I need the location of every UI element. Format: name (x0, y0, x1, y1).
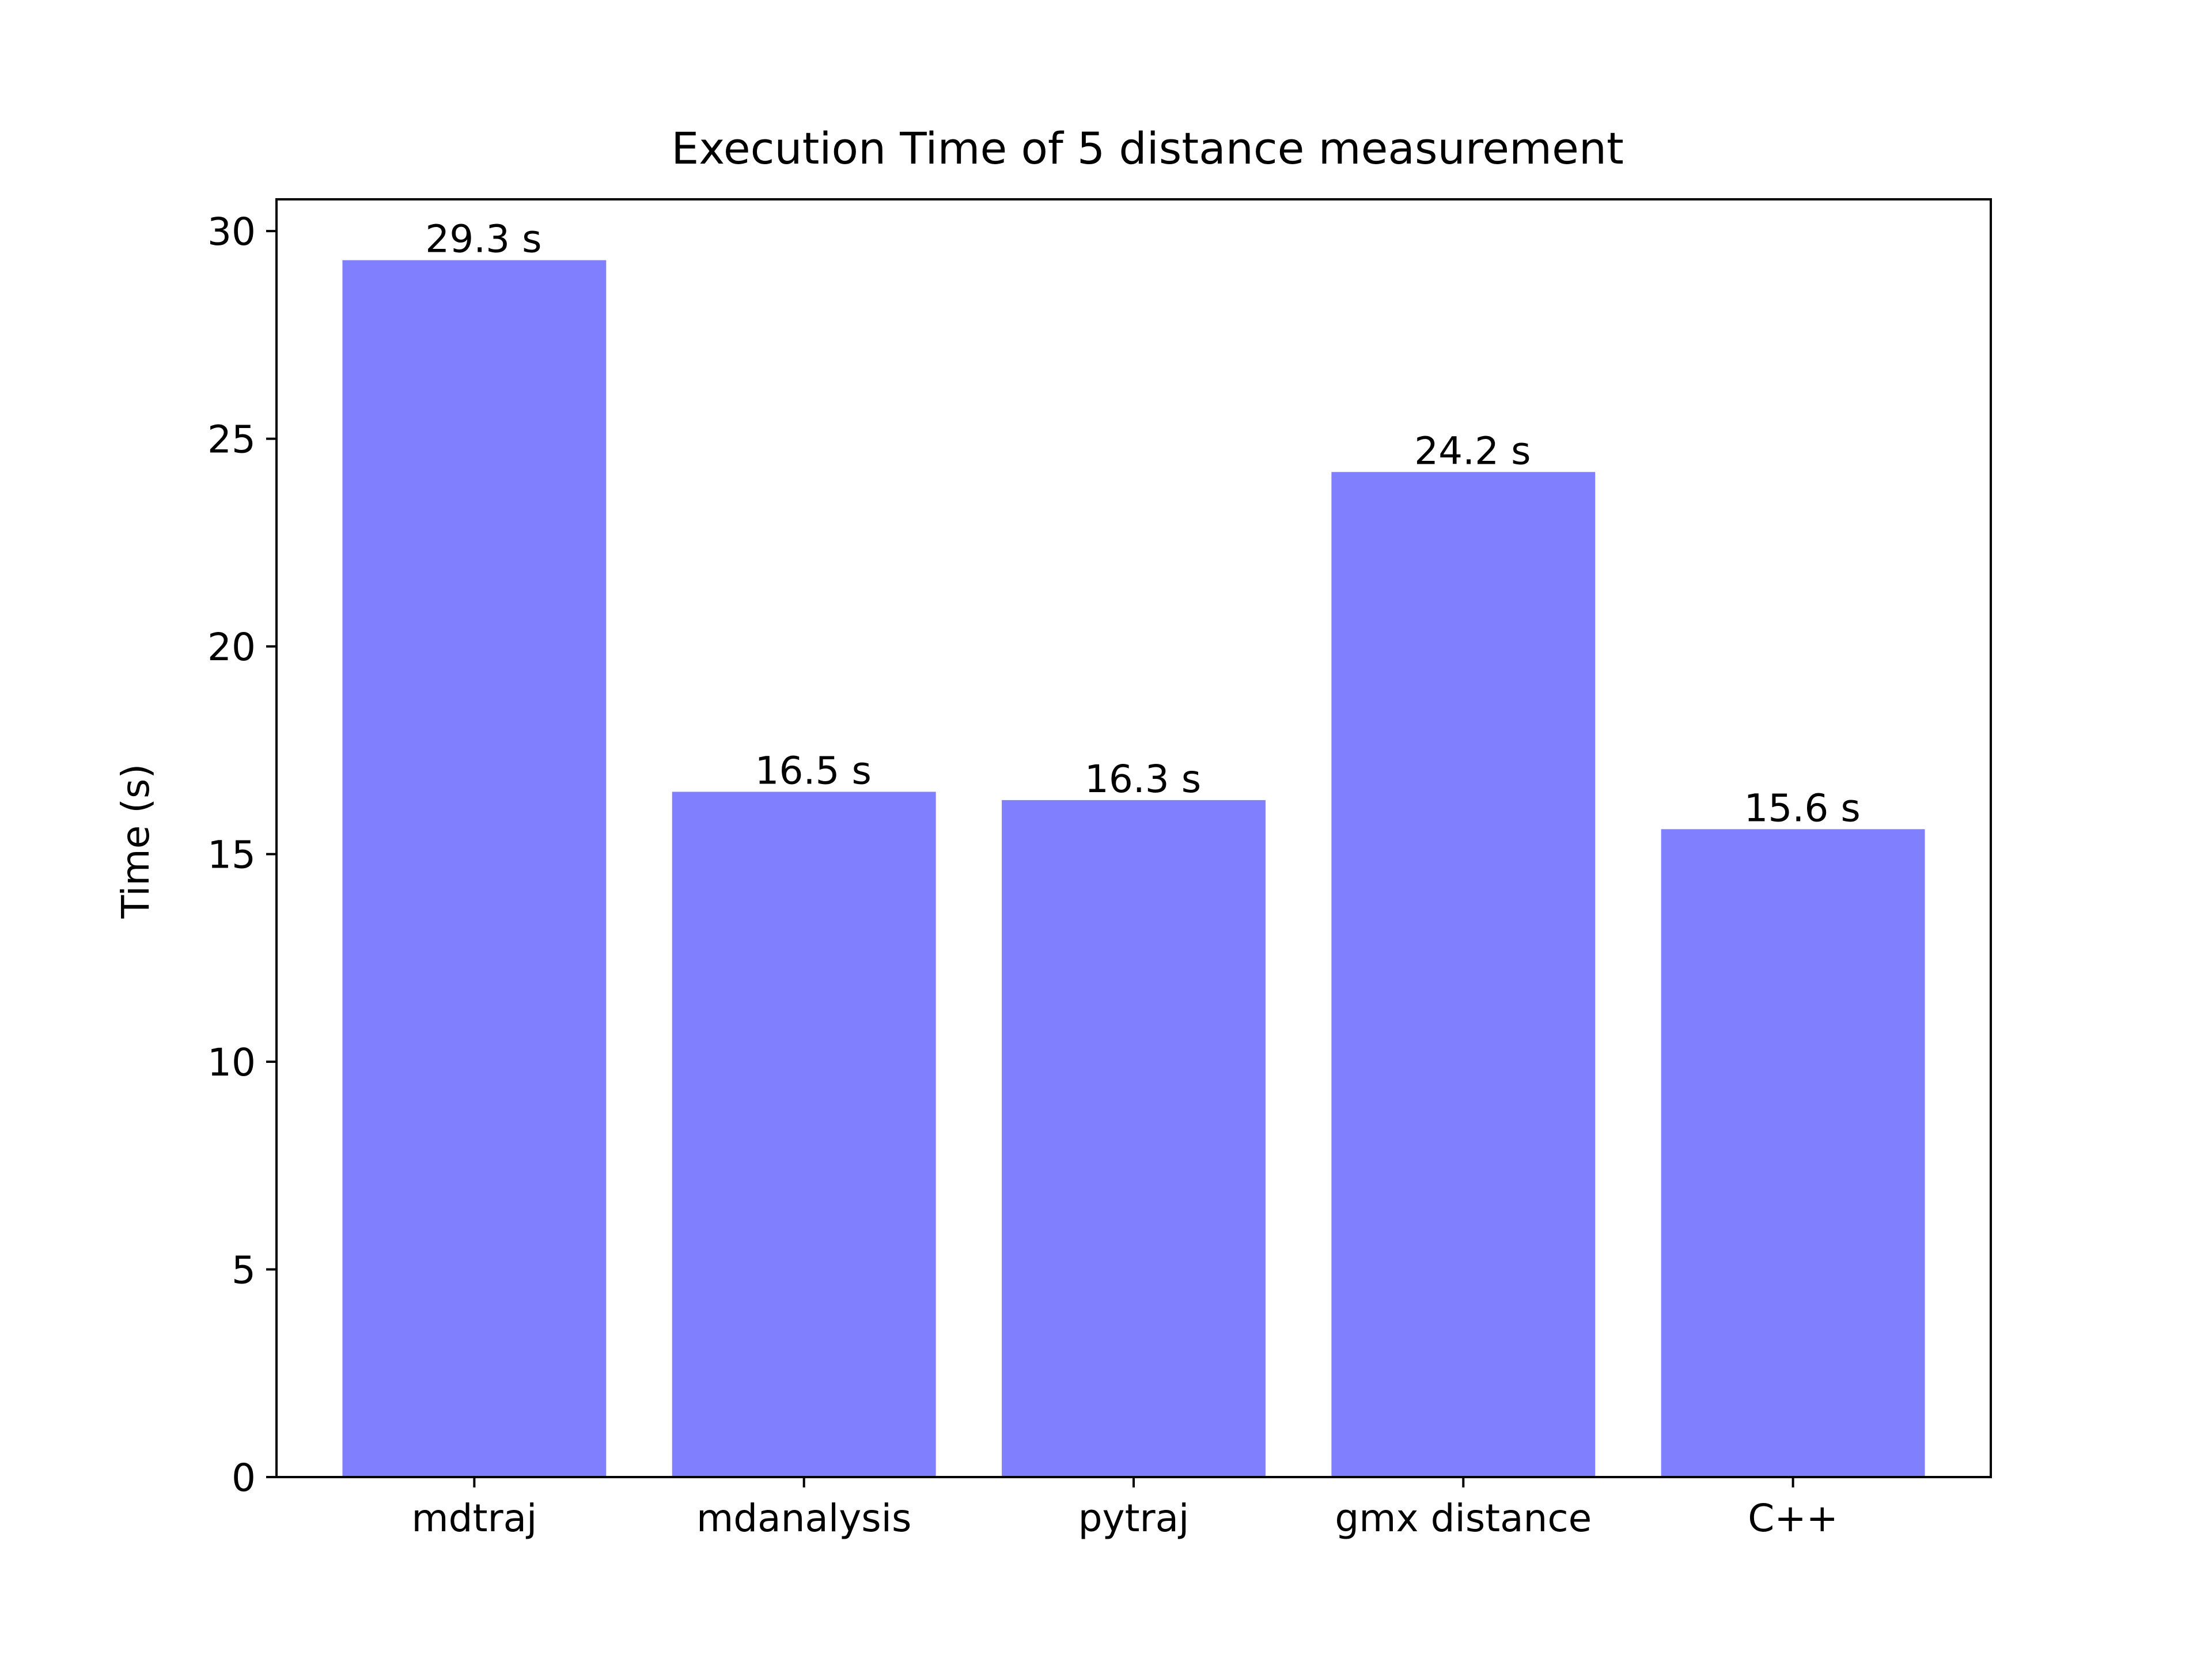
bar-c- (1661, 829, 1925, 1477)
x-tick-label: pytraj (1078, 1496, 1190, 1540)
bar-pytraj (1002, 800, 1266, 1477)
y-tick-label: 5 (232, 1248, 256, 1293)
x-tick-label: C++ (1748, 1496, 1838, 1540)
chart-title: Execution Time of 5 distance measurement (671, 123, 1624, 174)
y-tick-label: 10 (207, 1040, 256, 1085)
y-tick-label: 25 (207, 418, 256, 462)
bars-layer (342, 260, 1925, 1477)
x-axis-ticks: mdtraj mdanalysis pytraj gmx distance C++ (411, 1477, 1838, 1540)
y-tick-label: 20 (207, 625, 256, 669)
x-tick-label: gmx distance (1335, 1496, 1592, 1540)
y-axis-label: Time (s) (113, 764, 158, 919)
bar-value-label: 29.3 s (425, 217, 541, 262)
bar-mdtraj (342, 260, 607, 1477)
y-tick-label: 30 (207, 210, 256, 254)
y-tick-label: 15 (207, 833, 256, 877)
y-axis-ticks: 0 5 10 15 20 25 30 (207, 210, 276, 1500)
value-labels-layer: 29.3 s 16.5 s 16.3 s 24.2 s 15.6 s (425, 217, 1861, 831)
plot-frame (275, 198, 1992, 1478)
bar-value-label: 16.5 s (755, 748, 872, 793)
bar-gmx-distance (1331, 472, 1596, 1477)
x-tick-label: mdanalysis (696, 1496, 911, 1540)
bar-value-label: 15.6 s (1744, 786, 1860, 830)
bar-value-label: 16.3 s (1085, 757, 1201, 801)
bar-mdanalysis (672, 792, 936, 1477)
bar-value-label: 24.2 s (1414, 429, 1531, 473)
y-tick-label: 0 (232, 1456, 256, 1500)
x-tick-label: mdtraj (411, 1496, 537, 1540)
